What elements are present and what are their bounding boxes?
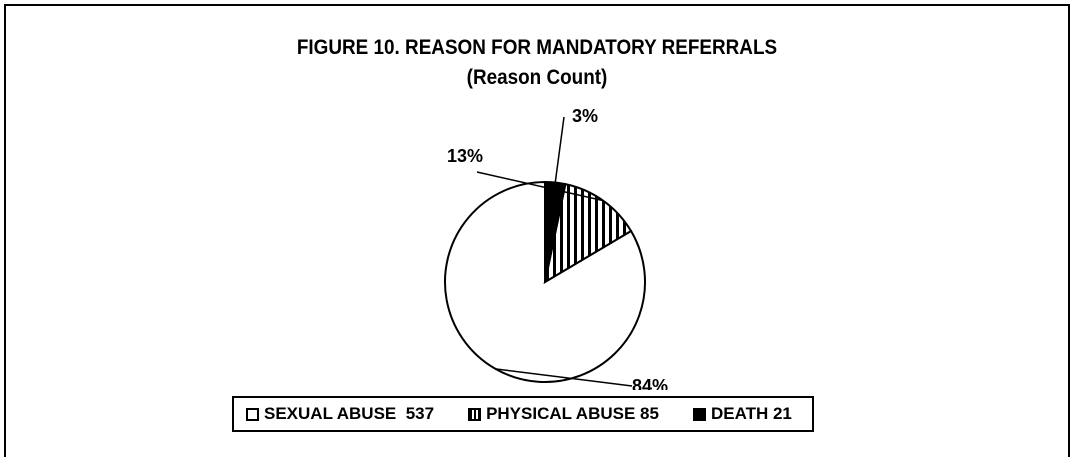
legend-label-death: DEATH 21 — [710, 404, 792, 423]
percent-label-death: 3% — [572, 106, 598, 126]
legend-item-physical-abuse: PHYSICAL ABUSE 85 — [468, 404, 659, 424]
legend-label-sexual-abuse: SEXUAL ABUSE 537 — [264, 404, 435, 423]
legend-item-sexual-abuse: SEXUAL ABUSE 537 — [246, 404, 434, 424]
legend-label-physical-abuse: PHYSICAL ABUSE 85 — [486, 404, 659, 423]
pie-chart: 84% 13% 3% — [444, 106, 668, 390]
chart-legend: SEXUAL ABUSE 537 PHYSICAL ABUSE 85 DEATH… — [232, 396, 814, 432]
legend-swatch-death — [692, 407, 706, 421]
leader-line-physical-abuse — [476, 171, 604, 202]
leader-line-sexual-abuse — [495, 368, 633, 387]
legend-swatch-sexual-abuse — [246, 407, 259, 421]
chart-subtitle: (Reason Count) — [466, 66, 608, 89]
pie-slice-physical-abuse — [543, 182, 633, 285]
legend-swatch-physical-abuse — [468, 407, 482, 421]
leader-line-death — [554, 116, 565, 183]
legend-item-death: DEATH 21 — [692, 404, 792, 424]
percent-label-sexual-abuse: 84% — [632, 376, 668, 390]
chart-title: FIGURE 10. REASON FOR MANDATORY REFERRAL… — [296, 36, 778, 59]
percent-label-physical-abuse: 13% — [447, 146, 483, 166]
